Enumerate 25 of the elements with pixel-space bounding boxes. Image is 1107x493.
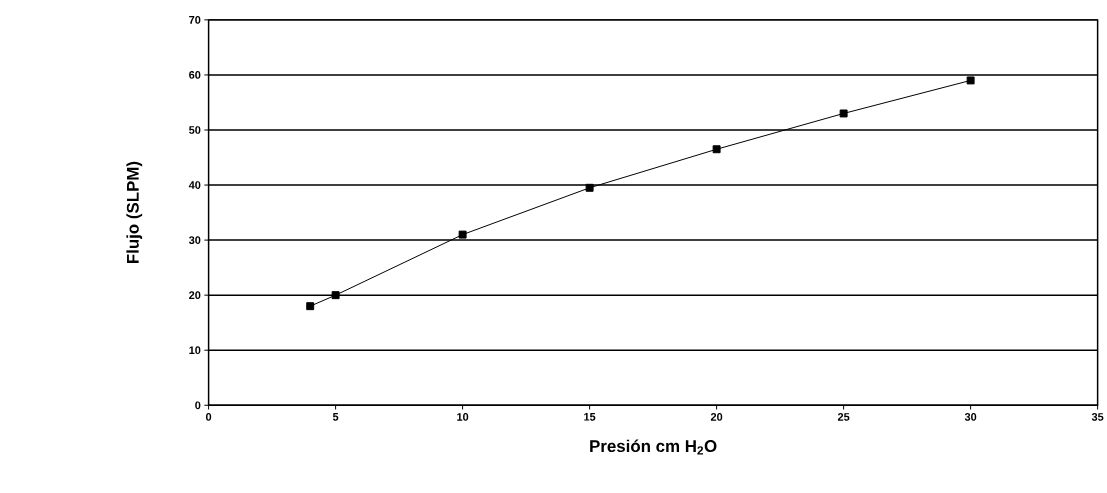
point: [839, 109, 848, 118]
y-tick-label: 50: [189, 126, 201, 135]
x-axis-title: Presión cm H$_{2}$O: [590, 439, 717, 455]
x-tick-label: 30: [964, 413, 977, 421]
point: [306, 302, 315, 311]
point: [585, 183, 594, 192]
y-tick-label: 0: [195, 401, 201, 410]
y-tick-label: 60: [189, 71, 201, 79]
y-tick-label: 10: [189, 346, 201, 355]
point: [966, 76, 975, 85]
x-tick-label: 15: [584, 413, 596, 421]
x-tick-label: 0: [206, 413, 212, 421]
point: [712, 145, 721, 154]
x-tick-label: 20: [710, 413, 723, 421]
x-tick-label: 10: [457, 413, 469, 421]
x-tick-label: 25: [837, 413, 850, 421]
x-tick-label: 5: [332, 413, 339, 421]
y-tick-label: 40: [188, 181, 201, 190]
point: [331, 291, 340, 300]
point: [458, 230, 467, 239]
y-tick-label: 20: [189, 291, 201, 300]
y-axis-title: Flujo (SLPM): [126, 161, 143, 264]
x-tick-label: 35: [1091, 413, 1104, 421]
y-tick-label: 70: [189, 16, 201, 24]
y-tick-label: 30: [188, 236, 201, 245]
